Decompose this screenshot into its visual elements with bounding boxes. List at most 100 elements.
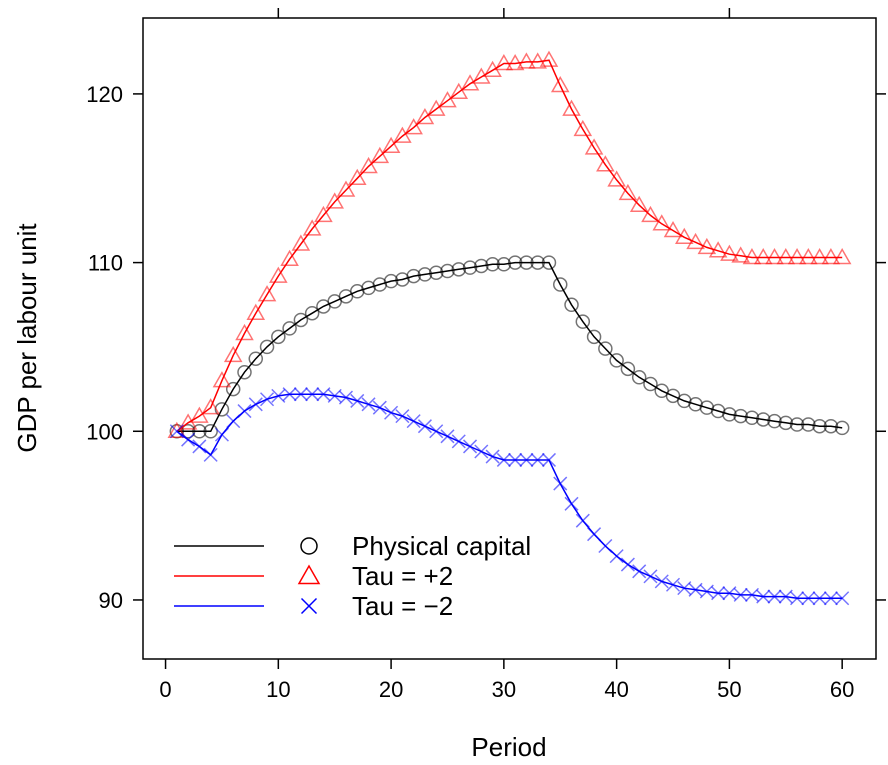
series-layer	[167, 50, 852, 606]
data-point-marker	[823, 591, 838, 606]
data-point-marker	[190, 406, 209, 423]
data-point-marker	[810, 248, 829, 265]
data-point-marker	[528, 52, 547, 69]
data-point-marker	[269, 266, 288, 283]
data-point-marker	[248, 351, 264, 366]
data-point-marker	[223, 345, 243, 363]
data-point-marker	[293, 312, 309, 328]
data-point-marker	[778, 415, 794, 431]
y-tick-label: 120	[86, 82, 123, 107]
data-point-marker	[203, 424, 218, 439]
data-point-marker	[381, 136, 401, 153]
legend-label: Physical capital	[352, 531, 531, 561]
data-point-marker	[530, 255, 545, 270]
data-point-marker	[201, 398, 220, 415]
y-tick-label: 110	[88, 251, 123, 276]
legend-marker	[300, 597, 318, 615]
data-point-marker	[361, 397, 376, 412]
data-point-marker	[767, 413, 782, 429]
data-point-marker	[280, 249, 299, 266]
marker-stroke	[790, 591, 805, 606]
data-point-marker	[787, 248, 807, 265]
data-point-marker	[507, 255, 523, 270]
series-cross	[169, 387, 850, 606]
data-point-marker	[731, 246, 750, 263]
data-point-marker	[756, 589, 771, 604]
data-point-marker	[260, 392, 275, 407]
x-tick-label: 0	[159, 677, 171, 702]
data-point-marker	[686, 232, 705, 250]
x-tick-label: 30	[492, 677, 516, 702]
data-point-marker	[291, 234, 311, 251]
data-point-marker	[665, 577, 681, 592]
data-point-marker	[553, 476, 568, 491]
data-point-marker	[305, 387, 320, 402]
data-point-marker	[753, 248, 773, 265]
marker-stroke	[575, 513, 590, 528]
data-point-marker	[485, 257, 500, 272]
marker-stroke	[496, 452, 511, 467]
x-tick-label: 60	[830, 677, 854, 702]
x-tick-label: 20	[379, 677, 403, 702]
data-point-marker	[237, 364, 252, 380]
marker-stroke	[654, 574, 669, 589]
data-point-marker	[203, 447, 218, 462]
x-axis-title: Period	[471, 732, 546, 762]
data-point-marker	[474, 444, 489, 459]
legend-label: Tau = +2	[352, 561, 453, 591]
marker-stroke	[632, 564, 647, 579]
data-point-marker	[383, 273, 399, 289]
data-point-marker	[508, 452, 523, 467]
data-point-marker	[801, 591, 816, 606]
marker-stroke	[665, 577, 681, 592]
data-point-marker	[776, 248, 796, 265]
legend-item: Tau = +2	[174, 561, 453, 591]
data-point-marker	[463, 439, 478, 454]
legend-marker-shape	[297, 564, 321, 585]
marker-stroke	[429, 424, 444, 439]
marker-stroke	[756, 589, 771, 604]
marker-stroke	[711, 586, 726, 601]
marker-stroke	[474, 444, 489, 459]
marker-stroke	[643, 569, 658, 584]
data-point-marker	[541, 452, 556, 467]
marker-stroke	[541, 452, 556, 467]
marker-stroke	[226, 414, 241, 429]
marker-stroke	[508, 452, 523, 467]
data-point-marker	[428, 265, 444, 280]
data-point-marker	[167, 421, 187, 439]
data-point-marker	[438, 91, 457, 108]
data-point-marker	[462, 260, 478, 275]
marker-stroke	[564, 496, 579, 511]
data-point-marker	[271, 329, 286, 345]
data-point-marker	[834, 420, 850, 436]
data-point-marker	[451, 262, 467, 277]
data-point-marker	[449, 82, 469, 99]
marker-stroke	[384, 405, 399, 420]
data-point-marker	[257, 285, 277, 302]
data-point-marker	[485, 449, 500, 464]
marker-stroke	[440, 429, 455, 444]
data-point-marker	[259, 339, 275, 355]
marker-stroke	[260, 392, 275, 407]
series-line	[176, 59, 843, 432]
data-point-marker	[496, 452, 511, 467]
data-point-marker	[429, 424, 444, 439]
data-point-marker	[575, 513, 590, 528]
data-point-marker	[505, 54, 525, 71]
marker-stroke	[530, 452, 545, 467]
marker-stroke	[485, 449, 500, 464]
data-point-marker	[415, 108, 435, 125]
data-point-marker	[832, 248, 852, 265]
data-point-marker	[654, 574, 669, 589]
series-circle	[169, 255, 850, 439]
data-point-marker	[598, 341, 613, 356]
data-point-marker	[451, 434, 466, 449]
data-point-marker	[393, 126, 412, 143]
data-point-marker	[325, 192, 345, 209]
marker-stroke	[361, 397, 376, 412]
data-point-marker	[336, 180, 356, 197]
marker-stroke	[169, 424, 184, 439]
